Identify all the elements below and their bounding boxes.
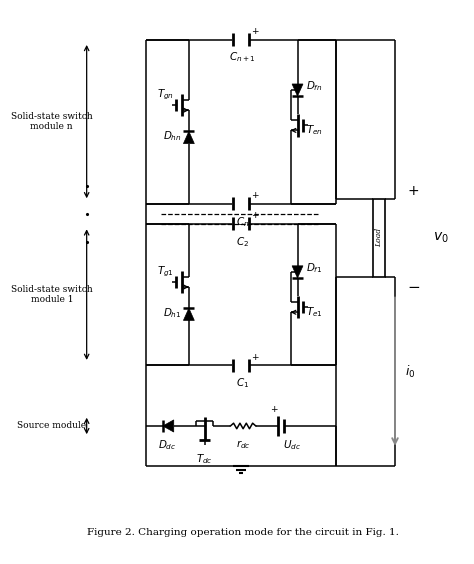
Text: Solid-state switch
module n: Solid-state switch module n <box>11 112 92 131</box>
Text: Solid-state switch
module 1: Solid-state switch module 1 <box>11 285 92 305</box>
Text: $U_{dc}$: $U_{dc}$ <box>283 439 301 452</box>
Text: $r_{dc}$: $r_{dc}$ <box>236 439 250 451</box>
Polygon shape <box>183 309 194 320</box>
Text: $D_{f1}$: $D_{f1}$ <box>306 261 322 275</box>
Text: $C_1$: $C_1$ <box>236 376 249 390</box>
Polygon shape <box>183 131 194 144</box>
Text: $+$: $+$ <box>251 210 259 221</box>
Text: $C_{n+1}$: $C_{n+1}$ <box>229 51 256 64</box>
Text: $T_{dc}$: $T_{dc}$ <box>196 452 213 466</box>
Text: $T_{g1}$: $T_{g1}$ <box>157 265 174 279</box>
Text: Figure 2. Charging operation mode for the circuit in Fig. 1.: Figure 2. Charging operation mode for th… <box>87 527 399 536</box>
Text: $C_2$: $C_2$ <box>236 235 249 249</box>
Text: $T_{gn}$: $T_{gn}$ <box>157 88 174 102</box>
Text: $+$: $+$ <box>270 404 278 415</box>
Polygon shape <box>292 84 303 96</box>
Text: $v_0$: $v_0$ <box>432 231 448 245</box>
Text: $T_{en}$: $T_{en}$ <box>306 124 323 138</box>
Text: Load: Load <box>375 228 383 248</box>
Text: $C_n$: $C_n$ <box>236 215 249 228</box>
Text: $+$: $+$ <box>407 184 419 198</box>
Text: $+$: $+$ <box>251 352 259 362</box>
Text: $T_{e1}$: $T_{e1}$ <box>306 306 322 319</box>
Text: Source module: Source module <box>17 421 86 430</box>
Text: $D_{dc}$: $D_{dc}$ <box>158 439 177 452</box>
Text: $+$: $+$ <box>251 26 259 36</box>
Text: $+$: $+$ <box>251 190 259 200</box>
Text: $D_{hn}$: $D_{hn}$ <box>163 130 182 143</box>
Bar <box>373 199 385 277</box>
Text: $-$: $-$ <box>407 279 420 293</box>
Text: $D_{h1}$: $D_{h1}$ <box>163 306 182 320</box>
Polygon shape <box>163 420 174 432</box>
Text: $i_0$: $i_0$ <box>405 364 416 380</box>
Polygon shape <box>292 266 303 278</box>
Text: $D_{fn}$: $D_{fn}$ <box>306 79 322 93</box>
